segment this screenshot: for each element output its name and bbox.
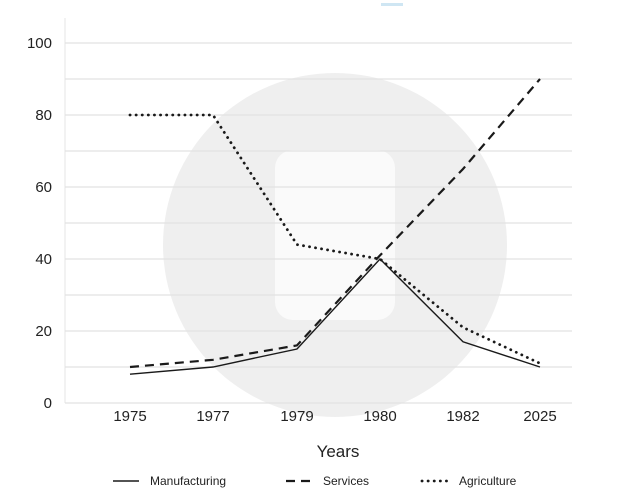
x-tick-label: 1977 [196,408,229,425]
legend-label: Services [323,474,369,488]
series-line-services [129,78,541,369]
y-tick-label: 20 [35,323,52,340]
series-line-manufacturing [129,257,541,375]
y-tick-labels: 0 20 40 60 80 100 [27,35,52,412]
x-tick-label: 1982 [446,408,479,425]
x-tick-labels: 1975 1977 1979 1980 1982 2025 [113,408,556,425]
legend: Manufacturing Services Agriculture [113,474,517,488]
x-tick-label: 2025 [523,408,556,425]
series-lines [128,78,542,375]
y-tick-label: 60 [35,179,52,196]
y-tick-label: 40 [35,251,52,268]
y-tick-label: 80 [35,107,52,124]
y-tick-label: 0 [44,395,52,412]
x-tick-label: 1975 [113,408,146,425]
x-axis-label: Years [317,442,360,461]
x-tick-label: 1979 [280,408,313,425]
series-line-agriculture [128,113,542,365]
x-tick-label: 1980 [363,408,396,425]
legend-label: Agriculture [459,474,517,488]
top-accent-mark [381,3,403,6]
y-tick-label: 100 [27,35,52,52]
watermark-logo-inner [275,150,395,320]
legend-label: Manufacturing [150,474,226,488]
